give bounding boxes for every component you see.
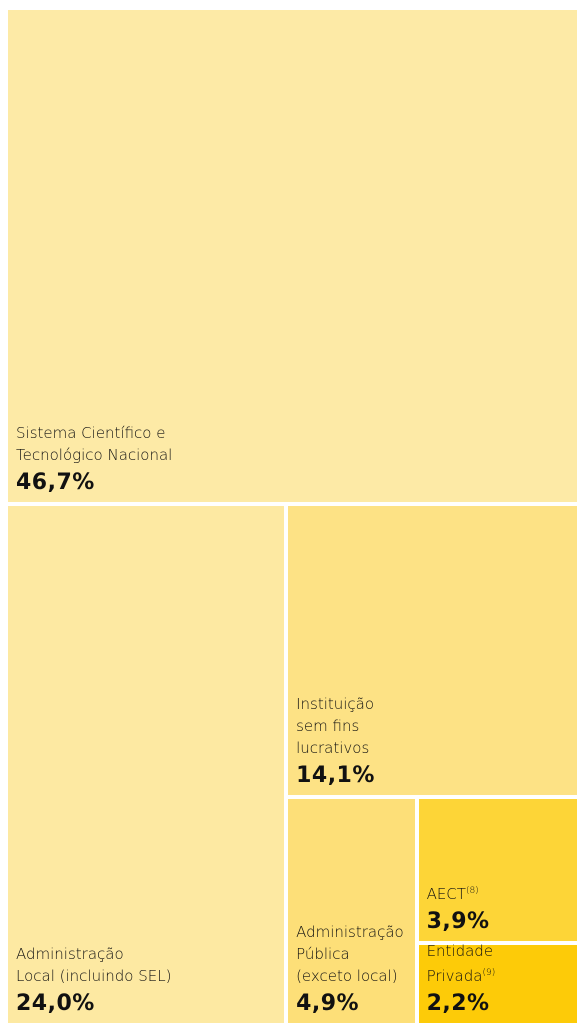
cell-label: Entidade Privada(9) 2,2% xyxy=(427,940,496,1021)
treemap-cell: Entidade Privada(9) 2,2% xyxy=(418,942,577,1023)
treemap-cell: Administração Local (incluindo SEL) 24,0% xyxy=(8,505,285,1023)
category-name: Administração Local (incluindo SEL) xyxy=(16,944,172,985)
value-label: 2,2% xyxy=(426,990,490,1016)
value-label: 14,1% xyxy=(296,762,375,788)
footnote-ref: (8) xyxy=(465,885,479,896)
category-name: Entidade Privada(9) xyxy=(426,941,496,985)
cell-label: Administração Local (incluindo SEL) 24,0% xyxy=(16,943,171,1021)
cell-label: Instituição sem fins lucrativos 14,1% xyxy=(296,693,375,793)
treemap-cell: AECT(8) 3,9% xyxy=(418,798,577,941)
category-name: Instituição sem fins lucrativos xyxy=(296,694,375,757)
category-name: Sistema Científico e Tecnológico Naciona… xyxy=(16,423,173,464)
value-label: 46,7% xyxy=(16,469,95,495)
treemap-cell: Sistema Científico e Tecnológico Naciona… xyxy=(8,10,577,502)
treemap: Sistema Científico e Tecnológico Naciona… xyxy=(6,8,577,1025)
cell-label: AECT(8) 3,9% xyxy=(427,880,490,939)
cell-label: Sistema Científico e Tecnológico Naciona… xyxy=(16,422,172,500)
value-label: 3,9% xyxy=(426,908,490,934)
treemap-cell: Administração Pública (exceto local) 4,9% xyxy=(288,798,415,1023)
cell-label: Administração Pública (exceto local) 4,9% xyxy=(296,921,404,1021)
value-label: 24,0% xyxy=(16,990,95,1016)
category-name: Administração Pública (exceto local) xyxy=(296,922,404,985)
footnote-ref: (9) xyxy=(482,967,496,978)
value-label: 4,9% xyxy=(296,990,360,1016)
category-name: AECT(8) xyxy=(426,884,479,903)
treemap-cell: Instituição sem fins lucrativos 14,1% xyxy=(288,505,577,795)
